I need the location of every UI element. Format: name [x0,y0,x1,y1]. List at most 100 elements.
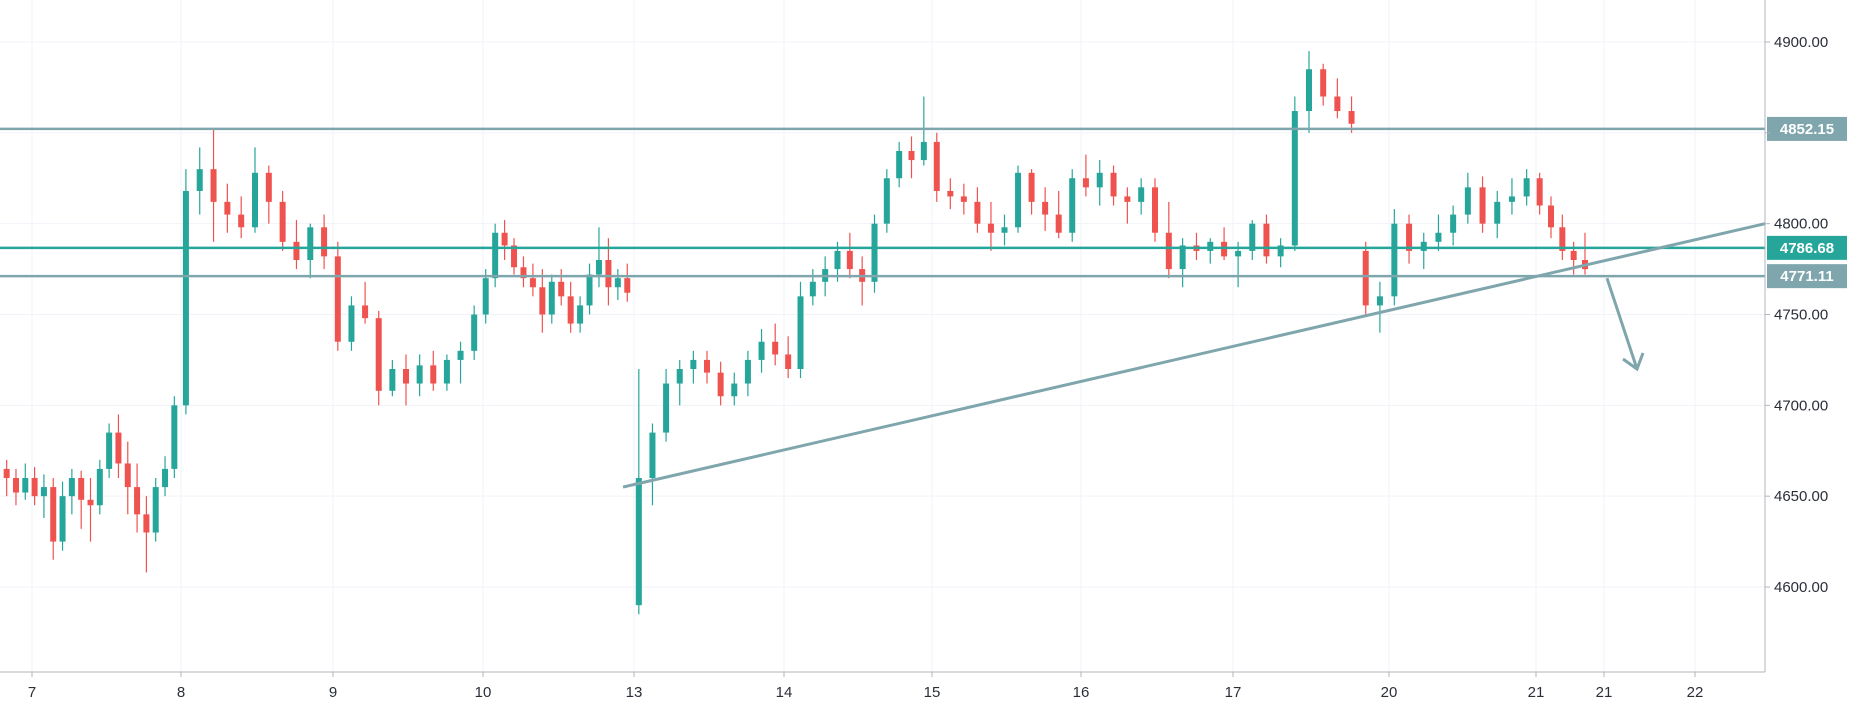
candle-body [40,487,47,497]
y-tick-label: 4900.00 [1774,34,1828,51]
x-tick-label: 22 [1687,684,1704,701]
projection-arrow-head [1622,352,1645,372]
candle-body [362,305,369,319]
x-tick-label: 8 [177,684,185,701]
candle-body [3,468,10,478]
projection-arrow-shaft[interactable] [1605,277,1639,370]
candle-body [663,383,670,433]
x-tick-label: 13 [626,684,643,701]
candle-body [511,245,518,268]
candle-body [1536,178,1543,206]
candle-body [31,478,38,497]
candle-body [457,350,464,360]
y-tick-label: 4750.00 [1774,307,1828,324]
candle-body [717,372,724,397]
candle-body [1138,187,1145,202]
candle-body [1523,178,1530,197]
x-tick-label: 21 [1596,684,1613,701]
candle-body [1570,250,1577,260]
candle-body [482,278,489,315]
level-price-tag [1767,264,1847,289]
x-tick-label: 14 [776,684,793,701]
candle-body [307,227,314,260]
candle-body [1479,187,1486,224]
candle-body [785,354,792,369]
candle-body [1165,232,1172,270]
candle-body [1179,245,1186,270]
candle-body [529,278,536,288]
candle-body [1207,241,1214,251]
candle-body [896,151,903,179]
candle-body [624,278,631,293]
x-tick-label: 21 [1528,684,1545,701]
candle-body [758,341,765,360]
candle-body [1015,172,1022,228]
candle-body [196,169,203,191]
candle-body [1277,245,1284,257]
candle-body [595,260,602,275]
candle-body [403,369,409,384]
candle-body [96,468,103,506]
horizontal-levels: 4852.15 4786.68 4771.11 [0,116,1847,289]
level-price-label: 4852.15 [1780,121,1834,138]
candle-body [124,463,131,488]
candles [3,51,1588,615]
y-tick-label: 4650.00 [1774,488,1828,505]
candle-body [933,141,940,191]
candle-body [334,256,341,342]
candle-body [265,172,272,202]
candle-body [115,432,122,464]
axes: 4600.00 4650.00 4700.00 4750.00 4800.00 4900.… [0,0,1828,701]
candle-body [1376,296,1383,306]
candle-body [974,201,981,224]
candle-body [846,250,853,270]
candle-body [143,514,150,533]
candle-body [293,241,300,260]
candle-body [252,172,258,228]
candle-body [548,281,555,315]
candle-body [1291,111,1298,246]
x-tick-label: 20 [1381,684,1398,701]
candle-body [577,305,584,324]
candle-body [744,359,751,384]
candle-body [772,341,779,355]
candle-body [676,369,683,384]
candle-body [1391,223,1398,297]
candle-body [106,432,113,469]
candle-body [1494,201,1501,224]
candle-body [1249,223,1256,251]
level-price-label: 4771.11 [1780,268,1833,285]
candle-body [87,499,94,506]
candle-body [797,296,804,369]
x-tick-label: 15 [924,684,941,701]
candle-body [1110,172,1117,197]
candle-body [586,274,593,306]
candle-body [1235,250,1242,257]
candle-body [809,281,816,297]
level-price-tag [1767,235,1847,260]
candle-body [279,201,286,242]
candle-body [416,365,423,384]
candle-body [224,201,231,215]
candle-body [348,305,355,342]
trendline[interactable] [622,222,1766,489]
candle-body [1306,69,1312,112]
candle-body [471,314,478,351]
candle-body [731,383,738,397]
candle-body [1420,241,1427,251]
candle-body [1042,201,1049,215]
x-tick-label: 17 [1225,684,1242,701]
candle-body [960,196,967,202]
candle-body [134,487,141,515]
candle-body [987,223,994,233]
candle-body [78,478,85,500]
candle-body [1055,214,1062,233]
candle-body [375,318,382,391]
candle-body [1069,178,1076,233]
trendline-group [622,222,1766,489]
candle-body [501,232,508,246]
candle-body [1096,172,1103,188]
